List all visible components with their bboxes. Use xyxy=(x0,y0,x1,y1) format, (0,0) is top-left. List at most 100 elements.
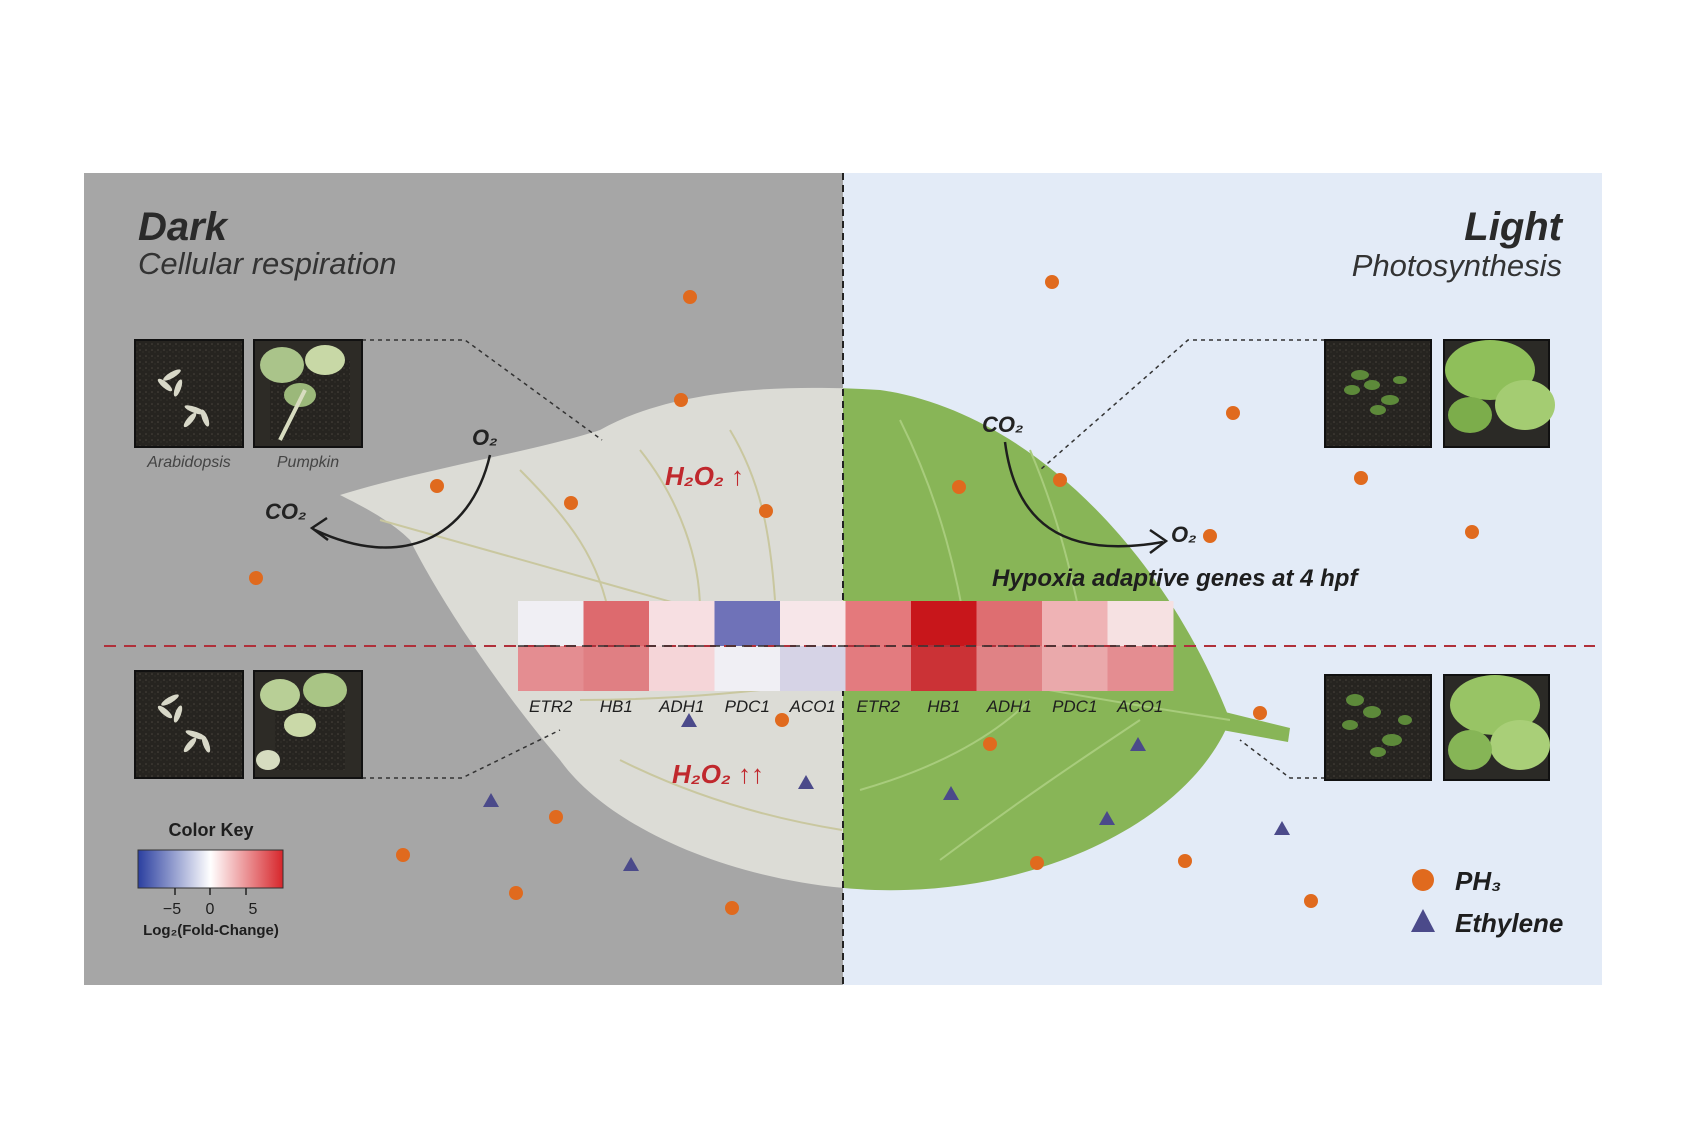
heatmap-cell-bottom-adh1 xyxy=(649,646,715,691)
heatmap-title: Hypoxia adaptive genes at 4 hpf xyxy=(992,565,1359,592)
ethylene-triangle xyxy=(681,713,697,727)
ethylene-markers xyxy=(483,713,1290,871)
ph3-dot xyxy=(1354,471,1368,485)
legend: PH₃ Ethylene xyxy=(1411,866,1563,938)
color-key: Color Key −5 0 5 Log₂(Fold-Change) xyxy=(137,820,284,939)
heatmap-cell-top-aco1 xyxy=(780,601,846,646)
heatmap-cell-bottom-etr2 xyxy=(845,646,912,691)
ph3-dot xyxy=(396,848,410,862)
ph3-dot xyxy=(1030,856,1044,870)
callout-lines xyxy=(362,339,1325,779)
ph3-dot xyxy=(1304,894,1318,908)
gene-label: PDC1 xyxy=(725,697,770,716)
gene-label: ACO1 xyxy=(789,697,836,716)
ph3-dot xyxy=(983,737,997,751)
ph3-dot xyxy=(549,810,563,824)
light-photo-pumpkin-top xyxy=(1443,339,1555,448)
ethylene-triangle xyxy=(623,857,639,871)
legend-ethylene-label: Ethylene xyxy=(1455,908,1563,938)
heatmap-cell-bottom-hb1 xyxy=(911,646,977,691)
heatmap-cell-bottom-hb1 xyxy=(583,646,650,691)
ph3-dot xyxy=(952,480,966,494)
gene-label: ETR2 xyxy=(857,697,901,716)
color-key-tick: 0 xyxy=(206,901,215,918)
gene-label: ACO1 xyxy=(1116,697,1163,716)
heatmap-cell-top-aco1 xyxy=(1107,601,1174,646)
dark-title: Dark xyxy=(138,205,229,249)
legend-ph3-symbol xyxy=(1412,869,1434,891)
heatmap-cell-top-etr2 xyxy=(845,601,912,646)
light-subtitle: Photosynthesis xyxy=(1352,248,1562,283)
photo-label-arabidopsis: Arabidopsis xyxy=(146,454,231,471)
ph3-dot xyxy=(249,571,263,585)
gene-label: ADH1 xyxy=(986,697,1032,716)
legend-ethylene-symbol xyxy=(1411,909,1435,932)
ph3-dot xyxy=(759,504,773,518)
light-gas-in: CO₂ xyxy=(982,412,1023,437)
ph3-dot xyxy=(1178,854,1192,868)
color-key-tick: 5 xyxy=(249,901,258,918)
ph3-dot xyxy=(1053,473,1067,487)
heatmap-cell-bottom-aco1 xyxy=(1107,646,1174,691)
gene-label: HB1 xyxy=(600,697,633,716)
color-key-bar xyxy=(137,849,284,889)
dark-gas-in: O₂ xyxy=(472,425,498,450)
color-key-title: Color Key xyxy=(168,820,253,840)
light-photo-arabidopsis-bottom xyxy=(1324,674,1432,781)
ph3-dot xyxy=(1253,706,1267,720)
light-title: Light xyxy=(1464,205,1563,249)
dark-photo-arabidopsis-bottom xyxy=(134,670,244,779)
heatmap-cell-top-pdc1 xyxy=(714,601,781,646)
photo-label-pumpkin: Pumpkin xyxy=(277,454,339,471)
h2o2-top-label: H₂O₂ ↑ xyxy=(665,461,744,491)
legend-ph3-label: PH₃ xyxy=(1455,866,1501,896)
dark-photo-pumpkin-top xyxy=(253,339,363,448)
heatmap-cell-top-etr2 xyxy=(518,601,584,646)
dark-subtitle: Cellular respiration xyxy=(138,246,396,281)
ph3-dot xyxy=(683,290,697,304)
ethylene-triangle xyxy=(1099,811,1115,825)
light-gas-arrow xyxy=(1003,441,1169,554)
ethylene-triangle xyxy=(1274,821,1290,835)
heatmap xyxy=(518,601,1174,691)
heatmap-cell-top-adh1 xyxy=(976,601,1043,646)
gene-label: HB1 xyxy=(927,697,960,716)
ethylene-triangle xyxy=(1130,737,1146,751)
ph3-dot xyxy=(725,901,739,915)
ph3-dot xyxy=(775,713,789,727)
heatmap-cell-top-hb1 xyxy=(911,601,977,646)
gene-label: ADH1 xyxy=(658,697,704,716)
h2o2-bottom-label: H₂O₂ ↑↑ xyxy=(672,759,764,789)
ph3-markers xyxy=(249,275,1479,915)
ethylene-triangle xyxy=(483,793,499,807)
ph3-dot xyxy=(1203,529,1217,543)
heatmap-cell-bottom-etr2 xyxy=(518,646,584,691)
heatmap-cell-bottom-adh1 xyxy=(976,646,1043,691)
heatmap-cell-bottom-pdc1 xyxy=(1042,646,1108,691)
light-photo-arabidopsis-top xyxy=(1324,339,1432,448)
heatmap-cell-top-hb1 xyxy=(583,601,650,646)
ph3-dot xyxy=(430,479,444,493)
ph3-dot xyxy=(1045,275,1059,289)
gene-labels: ETR2 HB1 ADH1 PDC1 ACO1 ETR2 HB1 ADH1 PDC1 ACO1 xyxy=(529,697,1163,716)
dark-photo-pumpkin-bottom xyxy=(253,670,363,779)
ph3-dot xyxy=(1465,525,1479,539)
heatmap-cell-bottom-pdc1 xyxy=(714,646,781,691)
ph3-dot xyxy=(564,496,578,510)
dark-photo-arabidopsis-top xyxy=(134,339,244,448)
color-key-label: Log₂(Fold-Change) xyxy=(143,922,279,939)
light-photo-pumpkin-bottom xyxy=(1443,674,1550,781)
ph3-dot xyxy=(674,393,688,407)
color-key-tick: −5 xyxy=(163,901,181,918)
ethylene-triangle xyxy=(798,775,814,789)
dark-gas-arrow xyxy=(309,454,492,549)
heatmap-cell-top-adh1 xyxy=(649,601,715,646)
ph3-dot xyxy=(509,886,523,900)
gene-label: PDC1 xyxy=(1052,697,1097,716)
light-gas-out: O₂ xyxy=(1171,522,1197,547)
heatmap-cell-top-pdc1 xyxy=(1042,601,1108,646)
ethylene-triangle xyxy=(943,786,959,800)
heatmap-cell-bottom-aco1 xyxy=(780,646,846,691)
gene-label: ETR2 xyxy=(529,697,573,716)
